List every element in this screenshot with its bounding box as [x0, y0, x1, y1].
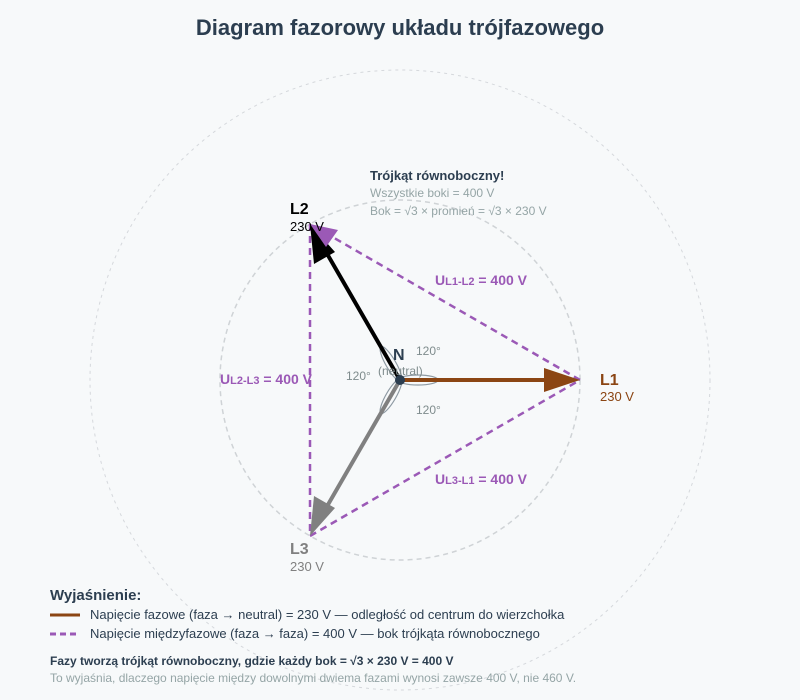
phase-label-l1: L1: [600, 372, 619, 389]
line-voltage-label-l3-l1: UL3-L1 = 400 V: [435, 471, 528, 487]
outer-reference-circle: [89, 69, 711, 691]
neutral-label: N: [393, 347, 405, 364]
legend-phase-voltage: Napięcie fazowe (faza → neutral) = 230 V…: [90, 607, 565, 622]
phase-voltage-l2: 230 V: [290, 219, 324, 234]
line-voltage-label-l1-l2: UL1-L2 = 400 V: [435, 272, 528, 288]
page-title: Diagram fazorowy układu trójfazowego: [196, 15, 604, 40]
footer-note: To wyjaśnia, dlaczego napięcie między do…: [50, 671, 576, 685]
phasor-l3-arrowhead: [310, 496, 335, 536]
neutral-point: [395, 375, 405, 385]
phasor-l2-arrowhead: [310, 224, 335, 264]
phasor-l1: [400, 368, 580, 392]
phasor-l1-arrowhead: [544, 368, 580, 392]
triangle-note-line-1: Wszystkie boki = 400 V: [370, 186, 494, 200]
line-voltage-arrowhead-l2: [310, 224, 338, 247]
phasor-l2-shaft: [320, 243, 402, 382]
legend-title: Wyjaśnienie:: [50, 587, 141, 604]
triangle-note-line-2: Bok = √3 × promień = √3 × 230 V: [370, 204, 547, 218]
angle-label-1: 120°: [416, 344, 441, 358]
side-l1-l2: [309, 222, 581, 382]
side-l3-l1: [309, 378, 581, 538]
phase-voltage-l3: 230 V: [290, 559, 324, 574]
phasor-l3-shaft: [320, 378, 402, 517]
phase-label-l2: L2: [290, 201, 309, 218]
angle-label-3: 120°: [416, 403, 441, 417]
phasor-l3: [310, 378, 402, 536]
phasor-l2: [310, 224, 402, 382]
line-voltage-triangle: [308, 222, 581, 538]
phase-voltage-l1: 230 V: [600, 389, 634, 404]
footer-summary: Fazy tworzą trójkąt równoboczny, gdzie k…: [50, 654, 454, 668]
angle-label-2: 120°: [346, 369, 371, 383]
neutral-sublabel: (neutral): [378, 364, 423, 378]
legend-line-voltage: Napięcie międzyfazowe (faza → faza) = 40…: [90, 626, 540, 641]
line-voltage-label-l2-l3: UL2-L3 = 400 V: [220, 371, 313, 387]
triangle-note-heading: Trójkąt równoboczny!: [370, 168, 504, 183]
phase-label-l3: L3: [290, 541, 309, 558]
